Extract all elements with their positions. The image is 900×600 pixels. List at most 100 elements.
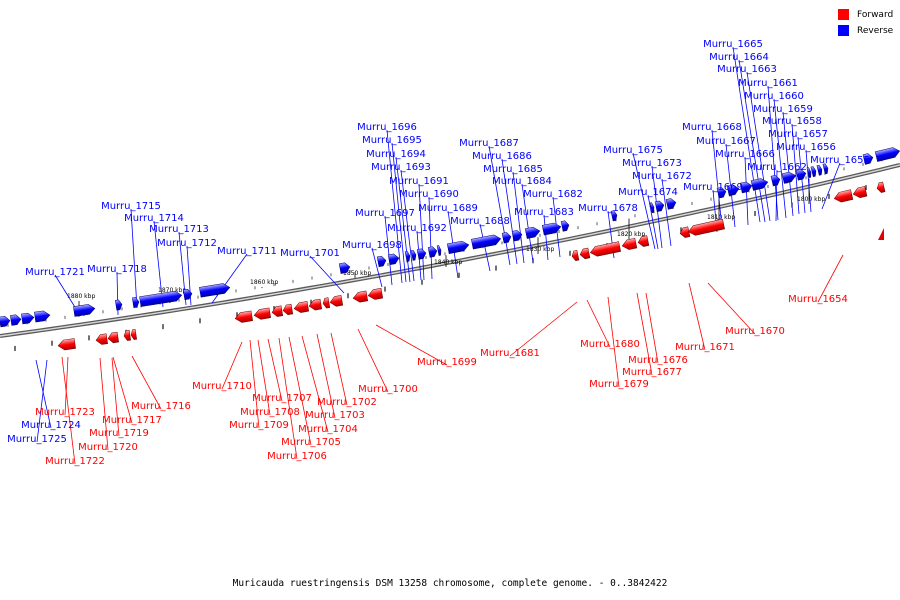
forward-gene [282,303,294,316]
reverse-gene [199,283,231,298]
gene-label-murru-1671: Murru_1671 [675,342,735,353]
callout-line [688,282,706,351]
gene-label-murru-1663: Murru_1663 [717,64,777,75]
reverse-gene [874,147,900,162]
gene-label-murru-1669: Murru_1669 [683,182,743,193]
forward-gene [57,338,76,351]
legend-forward: Forward [838,9,893,20]
gene-label-murru-1658: Murru_1658 [762,116,822,127]
gene-label-murru-1706: Murru_1706 [267,451,327,462]
gene-label-murru-1696: Murru_1696 [357,122,417,133]
callout-line [791,123,800,215]
callout-line [221,341,243,390]
gene-label-murru-1723: Murru_1723 [35,407,95,418]
callout-line [61,356,76,465]
gene-label-murru-1715: Murru_1715 [101,201,161,212]
reverse-gene [501,232,512,244]
callout-line [111,357,120,437]
forward-swatch [838,9,849,20]
callout-line [301,335,329,433]
reverse-gene [436,245,442,256]
reverse-gene [716,187,727,199]
gene-label-murru-1656: Murru_1656 [776,142,836,153]
scale-label: 1850 kbp [343,270,371,277]
legend-reverse: Reverse [838,25,893,36]
gene-label-murru-1699: Murru_1699 [417,357,477,368]
gene-label-murru-1686: Murru_1686 [472,151,532,162]
callout-line [371,247,383,288]
callout-line [647,194,659,250]
gene-label-murru-1665: Murru_1665 [703,39,763,50]
callout-line [130,208,138,309]
reverse-gene [34,310,51,323]
gene-label-murru-1681: Murru_1681 [480,348,540,359]
reverse-gene [810,166,817,178]
reverse-gene [726,184,740,197]
gene-label-murru-1709: Murru_1709 [229,420,289,431]
forward-gene [352,290,369,303]
forward-gene [637,235,650,247]
gene-label-murru-1713: Murru_1713 [149,224,209,235]
gene-label-murru-1704: Murru_1704 [298,424,358,435]
callout-line [521,183,534,263]
forward-gene [579,247,591,260]
gene-label-murru-1688: Murru_1688 [450,216,510,227]
callout-line [64,356,69,416]
reverse-gene [387,253,400,266]
reverse-gene [139,290,183,307]
gene-label-murru-1685: Murru_1685 [483,164,543,175]
gene-label-murru-1673: Murru_1673 [622,158,682,169]
reverse-gene [410,249,417,261]
gene-label-murru-1683: Murru_1683 [514,207,574,218]
scale-label: 1880 kbp [67,293,95,300]
callout-line [817,254,844,303]
callout-line [112,356,133,424]
gene-label-murru-1667: Murru_1667 [696,136,756,147]
reverse-gene [471,234,502,250]
gene-label-murru-1703: Murru_1703 [305,410,365,421]
gene-label-murru-1680: Murru_1680 [580,339,640,350]
gene-label-murru-1707: Murru_1707 [252,393,312,404]
reverse-gene [750,178,769,191]
reverse-gene [795,169,807,181]
callout-line [267,338,283,402]
forward-gene [322,297,331,309]
gene-label-murru-1661: Murru_1661 [738,78,798,89]
forward-gene [123,329,132,341]
callout-line [636,292,653,376]
callout-line [661,178,672,247]
callout-line [773,98,787,219]
reverse-gene [376,255,387,268]
gene-label-murru-1689: Murru_1689 [418,203,478,214]
gene-label-murru-1691: Murru_1691 [389,176,449,187]
gene-label-murru-1714: Murru_1714 [124,213,184,224]
gene-label-murru-1657: Murru_1657 [768,129,828,140]
reverse-gene [816,164,823,176]
legend-reverse-label: Reverse [857,25,894,36]
forward-gene [234,310,253,323]
callout-line [375,324,448,366]
gene-label-murru-1675: Murru_1675 [603,145,663,156]
callout-line [386,129,403,284]
gene-label-murru-1659: Murru_1659 [753,104,813,115]
gene-label-murru-1698: Murru_1698 [342,240,402,251]
reverse-gene [654,200,665,212]
reverse-gene [560,220,570,232]
callout-line [36,359,48,443]
callout-line [257,339,271,416]
reverse-swatch [838,25,849,36]
gene-label-murru-1700: Murru_1700 [358,384,418,395]
reverse-gene [416,248,427,260]
callout-line [418,183,425,281]
callout-line [488,145,511,266]
callout-line [746,71,771,222]
callout-line [543,214,549,261]
reverse-gene [0,316,11,328]
reverse-gene [182,288,193,301]
callout-line [278,337,298,460]
callout-line [391,142,407,283]
callout-line [607,296,620,388]
gene-label-murru-1717: Murru_1717 [102,415,162,426]
gene-label-murru-1692: Murru_1692 [387,223,447,234]
reverse-gene [10,314,22,326]
